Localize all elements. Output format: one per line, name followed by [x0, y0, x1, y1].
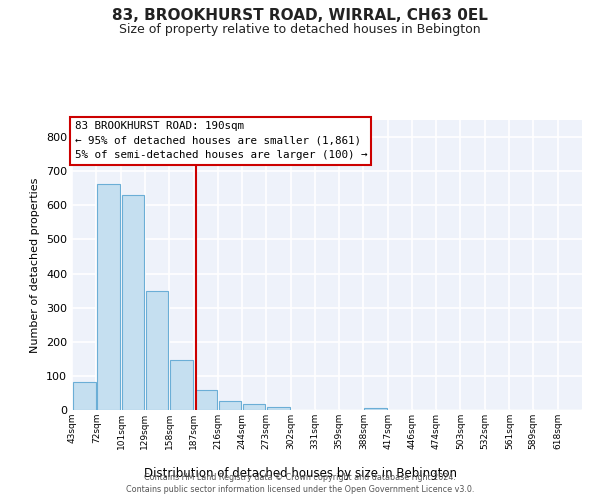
Y-axis label: Number of detached properties: Number of detached properties	[31, 178, 40, 352]
Text: 83, BROOKHURST ROAD, WIRRAL, CH63 0EL: 83, BROOKHURST ROAD, WIRRAL, CH63 0EL	[112, 8, 488, 22]
Bar	[97, 184, 120, 410]
Bar	[364, 408, 387, 410]
Bar	[242, 404, 265, 410]
Text: Size of property relative to detached houses in Bebington: Size of property relative to detached ho…	[119, 22, 481, 36]
Text: Distribution of detached houses by size in Bebington: Distribution of detached houses by size …	[143, 467, 457, 480]
Bar	[194, 390, 217, 410]
Bar	[122, 195, 143, 410]
Text: Contains HM Land Registry data © Crown copyright and database right 2024.
Contai: Contains HM Land Registry data © Crown c…	[126, 472, 474, 494]
Text: 83 BROOKHURST ROAD: 190sqm
← 95% of detached houses are smaller (1,861)
5% of se: 83 BROOKHURST ROAD: 190sqm ← 95% of deta…	[74, 122, 367, 160]
Bar	[146, 292, 168, 410]
Bar	[267, 406, 290, 410]
Bar	[219, 401, 241, 410]
Bar	[73, 382, 95, 410]
Bar	[170, 360, 193, 410]
